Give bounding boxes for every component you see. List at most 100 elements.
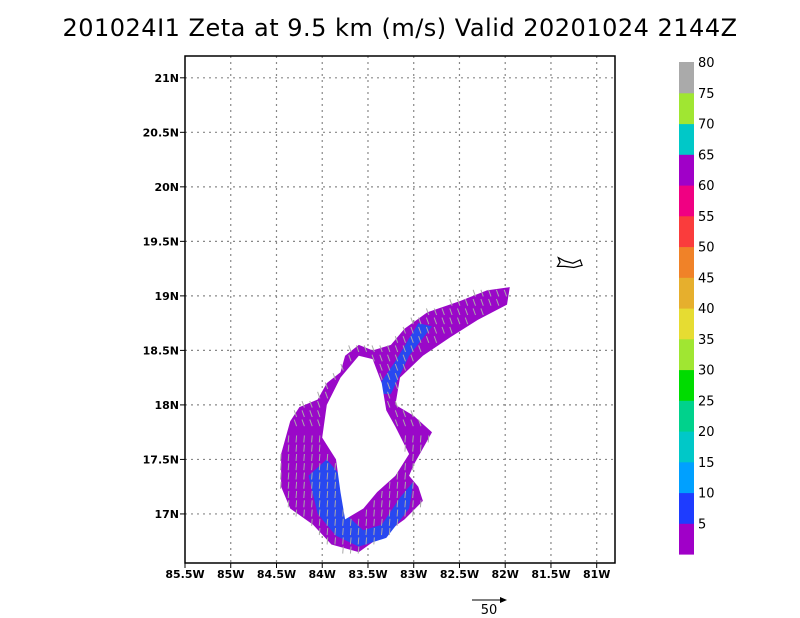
- wind-vector: [326, 481, 329, 489]
- y-axis: 17N 17.5N 18N 18.5N 19N 19.5N 20N 20.5N 21N: [143, 72, 185, 521]
- wind-vector: [427, 435, 430, 443]
- wind-vector: [387, 391, 391, 399]
- wind-vector: [295, 500, 298, 508]
- wind-vector: [311, 481, 313, 489]
- wind-vector: [394, 382, 399, 390]
- wind-vector: [379, 345, 383, 353]
- wind-vector: [418, 345, 422, 353]
- wind-vector: [503, 289, 508, 297]
- wind-vector: [348, 345, 352, 353]
- colorbar-swatch: [679, 492, 694, 524]
- wind-vector: [349, 546, 352, 554]
- wind-vector: [357, 528, 360, 536]
- wind-vector: [404, 509, 406, 517]
- wind-vector: [396, 518, 399, 526]
- wind-vector: [334, 472, 336, 480]
- colorbar-label: 80: [698, 56, 715, 71]
- wind-vector: [365, 537, 368, 545]
- wind-vector: [318, 481, 321, 489]
- y-tick-label: 19.5N: [143, 235, 179, 248]
- wind-vector: [295, 453, 298, 461]
- colorbar-label: 10: [698, 487, 715, 502]
- wind-vector: [311, 490, 313, 499]
- colorbar-swatch: [679, 92, 694, 125]
- wind-vector: [394, 419, 399, 427]
- wind-vector: [280, 453, 282, 461]
- colorbar-label: 25: [698, 394, 715, 409]
- wind-vector: [287, 472, 290, 480]
- colorbar-label: 5: [698, 517, 706, 532]
- colorbar-swatch: [679, 461, 694, 494]
- wind-vector: [381, 509, 383, 517]
- wind-vector: [332, 373, 336, 380]
- grid: [185, 56, 615, 563]
- wind-vector: [404, 463, 406, 471]
- wind-vector: [425, 336, 430, 343]
- wind-vector: [334, 500, 336, 508]
- plot-frame: [184, 55, 616, 564]
- wind-vector: [394, 345, 399, 353]
- wind-vector: [326, 490, 329, 499]
- colorbar-label: 45: [698, 271, 715, 286]
- wind-vector: [404, 481, 406, 489]
- wind-vector: [309, 400, 313, 408]
- wind-vector: [457, 317, 461, 325]
- wind-vector: [365, 518, 368, 526]
- x-tick-label: 83.5W: [348, 568, 387, 581]
- x-tick-label: 85W: [217, 568, 244, 581]
- wind-vector: [318, 472, 321, 480]
- wind-vector: [317, 400, 321, 408]
- wind-vector: [311, 463, 313, 471]
- wind-vector: [318, 500, 321, 508]
- wind-vector: [387, 354, 391, 362]
- colorbar-label: 70: [698, 118, 715, 133]
- wind-vector: [404, 490, 406, 499]
- colorbar-label: 60: [698, 179, 715, 194]
- wind-vector: [387, 400, 391, 408]
- wind-vector: [363, 345, 368, 353]
- wind-vector: [412, 463, 414, 471]
- wind-vector: [412, 500, 414, 508]
- wind-vector: [412, 453, 414, 461]
- wind-vector: [318, 435, 321, 443]
- wind-vector: [340, 363, 344, 371]
- x-tick-label: 81.5W: [531, 568, 570, 581]
- wind-vector: [334, 509, 336, 517]
- wind-vector: [342, 509, 344, 517]
- wind-vector: [488, 289, 492, 297]
- wind-vector: [311, 472, 313, 480]
- wind-vector: [404, 472, 406, 480]
- wind-vector: [495, 298, 500, 306]
- wind-vector: [394, 373, 399, 380]
- wind-vector: [410, 410, 414, 418]
- x-tick-label: 81W: [583, 568, 610, 581]
- wind-vector: [410, 317, 414, 325]
- wind-vector: [433, 317, 438, 325]
- wind-vector: [318, 528, 321, 536]
- wind-vector: [334, 463, 336, 471]
- vector-reference: 50: [472, 597, 507, 618]
- wind-vector: [303, 435, 305, 443]
- colorbar-swatch: [679, 369, 694, 401]
- wind-vector: [396, 481, 399, 489]
- wind-vector: [371, 354, 375, 362]
- wind-vector: [394, 363, 399, 371]
- reference-arrow-head: [500, 597, 507, 603]
- wind-vector: [326, 509, 329, 517]
- wind-vector: [449, 308, 453, 316]
- wind-vector: [480, 308, 484, 316]
- wind-vector: [373, 509, 375, 517]
- wind-vector: [472, 289, 476, 297]
- y-tick-label: 20N: [154, 181, 179, 194]
- colorbar-swatch: [679, 523, 694, 555]
- colorbar: 5 10 15 20 25 30 35 40 45 50 55 60 65 70 75 80: [679, 56, 715, 555]
- wind-vector: [303, 500, 305, 508]
- wind-vector: [480, 298, 484, 306]
- wind-vector: [387, 373, 391, 380]
- colorbar-swatch: [679, 338, 694, 371]
- wind-vector: [419, 435, 422, 443]
- colorbar-label: 20: [698, 425, 715, 440]
- wind-vector: [287, 453, 290, 461]
- wind-vector: [287, 500, 290, 508]
- wind-vector: [334, 490, 336, 499]
